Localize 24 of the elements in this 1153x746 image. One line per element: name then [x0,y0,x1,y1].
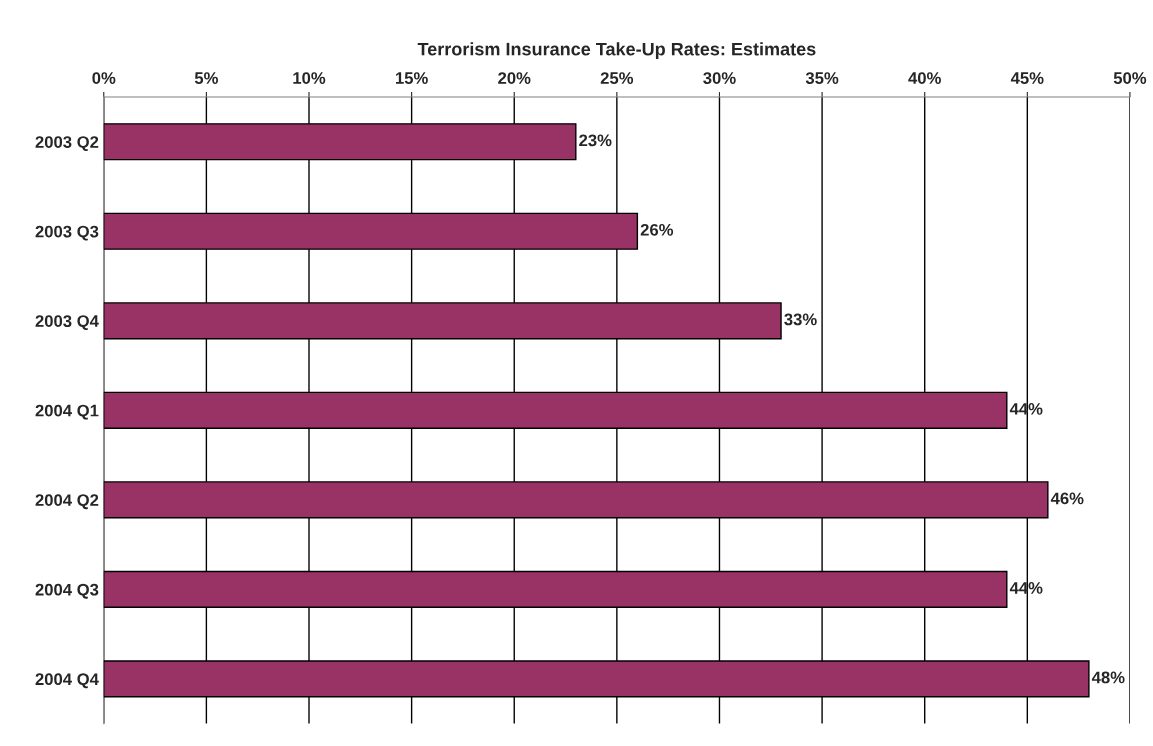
y-tick-label: 2003 Q4 [35,315,99,331]
x-tick-label: 30% [703,72,736,84]
y-tick-label: 2004 Q4 [35,673,99,689]
x-tick-label: 15% [395,72,428,84]
x-tick-label: 50% [1113,72,1147,84]
x-tick-label: 20% [498,72,531,84]
y-tick-label: 2004 Q1 [35,404,99,420]
x-tick-label: 45% [1010,72,1044,84]
y-tick-label: 2004 Q2 [35,494,99,510]
data-label: 46% [1050,492,1084,505]
data-label: 26% [640,223,674,236]
data-label: 48% [1091,671,1125,684]
y-tick-label: 2003 Q2 [35,136,99,152]
x-tick-label: 40% [908,72,941,84]
y-tick-label: 2003 Q3 [35,225,99,241]
chart-title: Terrorism Insurance Take-Up Rates: Estimates [417,42,816,60]
x-tick-label: 0% [92,72,116,84]
y-tick-label: 2004 Q3 [35,583,99,599]
x-tick-label: 25% [600,72,634,84]
x-tick-label: 10% [293,72,326,84]
data-label: 33% [784,313,817,326]
x-tick-label: 35% [805,72,839,84]
x-tick-label: 5% [194,72,218,84]
data-label: 23% [579,134,612,147]
